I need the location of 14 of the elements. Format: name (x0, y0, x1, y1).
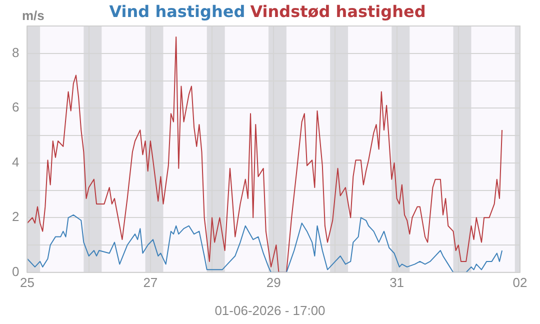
text: Vindstød hastighed (250, 2, 426, 21)
text: Vind hastighed (109, 2, 246, 21)
x-tick-label: 02 (512, 274, 528, 290)
y-tick-label: 0 (12, 264, 20, 279)
y-tick-label: 2 (12, 209, 20, 224)
x-tick-label: 31 (390, 274, 404, 290)
y-axis-title: m/s (22, 8, 44, 23)
x-tick-label: 27 (143, 274, 158, 290)
y-tick-label: 8 (12, 44, 20, 60)
y-tick-label: 6 (12, 100, 20, 115)
x-tick-label: 25 (20, 274, 34, 290)
y-tick-label: 4 (12, 154, 20, 170)
x-tick-label: 29 (266, 274, 281, 290)
text: 01-06-2026 - 17:00 (214, 303, 326, 318)
